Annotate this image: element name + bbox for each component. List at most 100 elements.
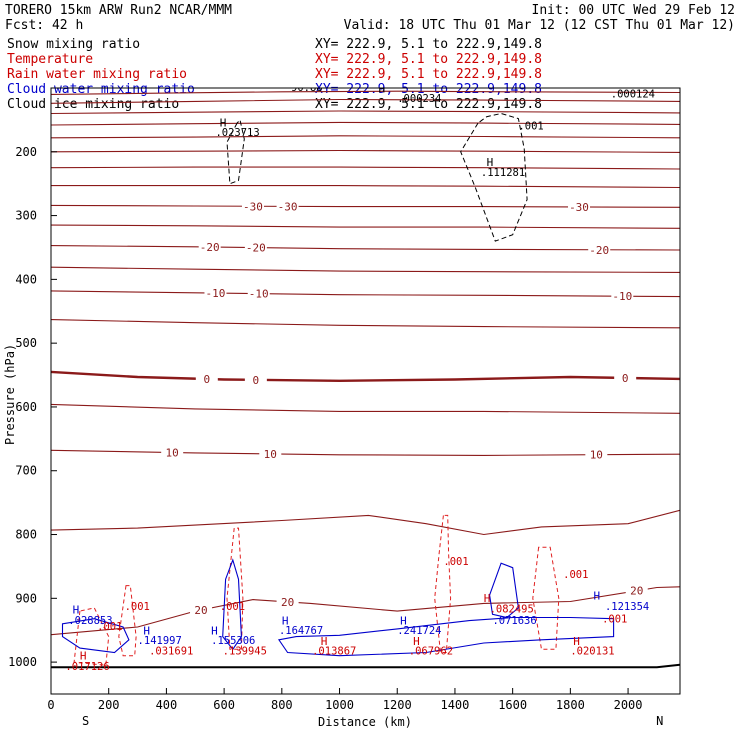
x-tick-label: 2000 bbox=[614, 698, 643, 712]
header-valid: Valid: 18 UTC Thu 01 Mar 12 (12 CST Thu … bbox=[344, 18, 735, 33]
high-marker: H bbox=[484, 592, 491, 605]
y-tick-label: 600 bbox=[15, 400, 37, 414]
rain-contour bbox=[532, 546, 560, 650]
x-tick-label: 800 bbox=[271, 698, 293, 712]
contour-label-background bbox=[244, 240, 267, 254]
y-tick-label: 500 bbox=[15, 336, 37, 350]
value-annotation: .023713 bbox=[215, 127, 259, 139]
legend-xy-range: XY= 222.9, 5.1 to 222.9,149.8 bbox=[315, 37, 542, 52]
temperature-contour-label: 10 bbox=[590, 449, 603, 462]
value-annotation: .031691 bbox=[149, 645, 193, 657]
ground-line bbox=[51, 663, 680, 669]
contour-label-background bbox=[611, 289, 634, 303]
temperature-contour bbox=[51, 245, 680, 251]
value-annotation: .067962 bbox=[409, 645, 453, 657]
value-annotation: .001 bbox=[97, 621, 122, 633]
temperature-contour bbox=[51, 403, 680, 414]
temperature-contour-label: -20 bbox=[200, 241, 220, 254]
value-annotation: .241724 bbox=[397, 625, 441, 637]
temperature-contour bbox=[51, 449, 680, 456]
y-tick-label: 300 bbox=[15, 209, 37, 223]
temperature-contour bbox=[51, 121, 680, 126]
value-annotation: .155306 bbox=[211, 635, 255, 647]
temperature-contour-label: -30 bbox=[278, 200, 298, 213]
high-marker: H bbox=[487, 156, 494, 169]
temperature-contour-label: 10 bbox=[166, 446, 179, 459]
contour-label-background bbox=[241, 199, 264, 213]
temperature-contour-label: -10 bbox=[206, 287, 226, 300]
value-annotation: .000234 bbox=[397, 93, 441, 105]
contour-label-background bbox=[588, 242, 611, 256]
temperature-contour bbox=[51, 135, 680, 139]
value-annotation: .013867 bbox=[312, 645, 356, 657]
temperature-contour-label: 20 bbox=[281, 596, 294, 609]
temperature-contour bbox=[51, 166, 680, 170]
legend-label: Cloud water mixing ratio bbox=[7, 82, 195, 97]
value-annotation: .000124 bbox=[611, 89, 655, 101]
contour-label-background bbox=[614, 370, 637, 384]
temperature-contour bbox=[51, 98, 680, 104]
temperature-contour bbox=[51, 319, 680, 329]
legend-label: Rain water mixing ratio bbox=[7, 67, 187, 82]
temperature-contour bbox=[51, 204, 680, 208]
temperature-contour-label: -10 bbox=[612, 290, 632, 303]
legend-label: Temperature bbox=[7, 52, 93, 67]
value-annotation: .001 bbox=[220, 601, 245, 613]
x-tick-label: 1800 bbox=[556, 698, 585, 712]
contour-label-background bbox=[204, 286, 227, 300]
value-annotation: .001 bbox=[563, 569, 588, 581]
temperature-contour-label: 20 bbox=[630, 585, 643, 598]
temperature-contour-label: 0 bbox=[253, 374, 260, 387]
contour-label-background bbox=[190, 602, 213, 616]
value-annotation: .017126 bbox=[65, 661, 109, 673]
temperature-contour bbox=[51, 110, 680, 115]
rain-contour bbox=[73, 607, 110, 666]
temperature-contour-label: -10 bbox=[249, 288, 269, 301]
high-marker: H bbox=[143, 625, 150, 638]
contour-label-background bbox=[259, 446, 282, 460]
temperature-contour-label: -20 bbox=[246, 242, 266, 255]
contour-label-background bbox=[161, 445, 184, 459]
y-axis-title: Pressure (hPa) bbox=[3, 344, 17, 445]
contour-label-background bbox=[568, 199, 591, 213]
x-end-label-south: S bbox=[82, 714, 89, 728]
legend-xy-range: XY= 222.9, 5.1 to 222.9,149.8 bbox=[315, 82, 542, 97]
high-marker: H bbox=[593, 590, 600, 603]
temperature-contour-label: 10 bbox=[264, 448, 277, 461]
temperature-contour bbox=[51, 290, 680, 298]
value-annotation: .121354 bbox=[605, 601, 649, 613]
value-annotation: .001 bbox=[602, 614, 627, 626]
high-marker: H bbox=[321, 635, 328, 648]
contour-label-background bbox=[247, 286, 270, 300]
high-marker: H bbox=[73, 604, 80, 617]
x-tick-label: 400 bbox=[156, 698, 178, 712]
temperature-contour bbox=[51, 586, 680, 636]
x-tick-label: 1000 bbox=[325, 698, 354, 712]
temperature-contour-label: 20 bbox=[194, 604, 207, 617]
value-annotation: .028853 bbox=[68, 615, 112, 627]
contour-label-background bbox=[276, 594, 299, 608]
temperature-contour-label: -30 bbox=[569, 201, 589, 214]
x-tick-label: 1200 bbox=[383, 698, 412, 712]
x-end-label-north: N bbox=[656, 714, 663, 728]
rain-contour bbox=[434, 514, 452, 653]
high-marker: H bbox=[606, 78, 613, 91]
value-annotation: .001 bbox=[125, 601, 150, 613]
high-marker: H bbox=[282, 614, 289, 627]
high-marker: H bbox=[211, 625, 218, 638]
temperature-contour-label: -30 bbox=[243, 200, 263, 213]
value-annotation: .164767 bbox=[279, 625, 323, 637]
rain-contour bbox=[226, 527, 244, 650]
y-tick-label: 900 bbox=[15, 591, 37, 605]
high-marker: H bbox=[378, 82, 385, 95]
x-tick-label: 600 bbox=[213, 698, 235, 712]
contour-label-background bbox=[198, 240, 221, 254]
value-annotation: .001 bbox=[443, 556, 468, 568]
x-tick-label: 200 bbox=[98, 698, 120, 712]
high-marker: H bbox=[413, 635, 420, 648]
rain-contour bbox=[118, 585, 137, 657]
legend-xy-range: XY= 222.9, 5.1 to 222.9,149.8 bbox=[315, 52, 542, 67]
temperature-contour-label: 0 bbox=[203, 373, 210, 386]
value-annotation: .111281 bbox=[481, 167, 525, 179]
